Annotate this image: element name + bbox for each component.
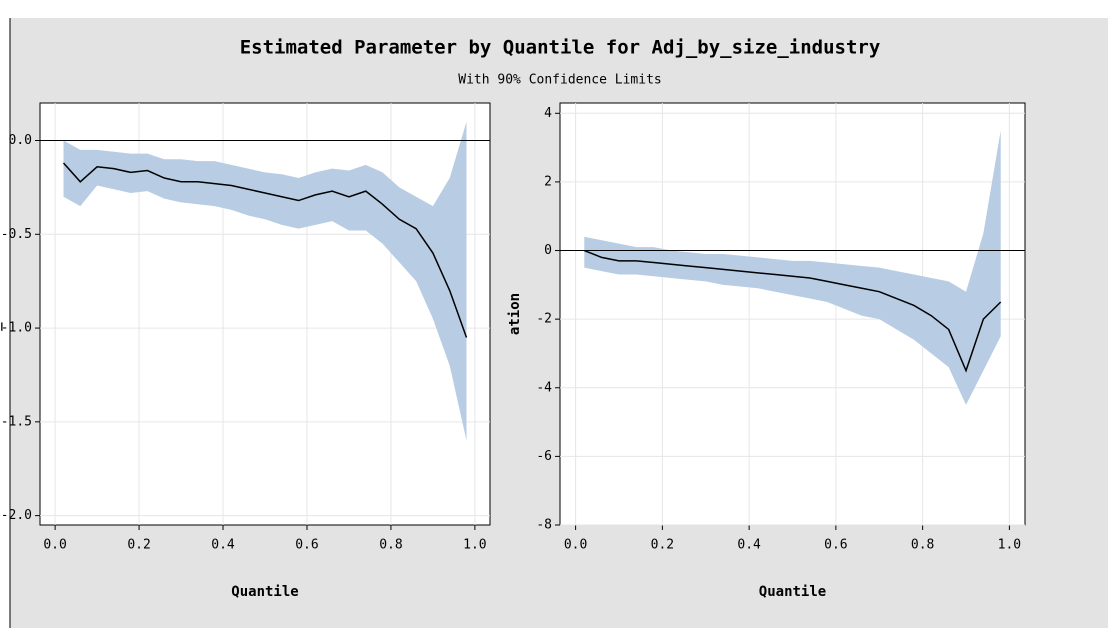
y-tick-label: -8	[536, 518, 552, 533]
x-tick-label: 0.4	[211, 538, 235, 553]
y-axis-label: ation	[507, 293, 523, 335]
x-tick-label: 0.6	[824, 538, 847, 553]
x-tick-label: 0.8	[911, 538, 934, 553]
chart-title: Estimated Parameter by Quantile for Adj_…	[240, 37, 881, 59]
page: {"title": "Estimated Parameter by Quanti…	[0, 0, 1108, 628]
y-tick-label: 0	[544, 243, 552, 258]
y-tick-label: -1.0	[1, 321, 32, 336]
y-tick-label: -1.5	[1, 414, 32, 429]
x-tick-label: 1.0	[463, 538, 486, 553]
x-tick-label: 0.6	[295, 538, 318, 553]
x-tick-label: 0.0	[43, 538, 66, 553]
y-tick-label: 2	[544, 174, 552, 189]
y-tick-label: -2	[536, 312, 552, 327]
x-tick-label: 1.0	[998, 538, 1021, 553]
x-tick-label: 0.0	[564, 538, 587, 553]
y-tick-label: -4	[536, 380, 552, 395]
x-tick-label: 0.2	[127, 538, 150, 553]
y-tick-label: -2.0	[1, 508, 32, 523]
x-axis-label: Quantile	[231, 584, 298, 600]
chart: Estimated Parameter by Quantile for Adj_…	[0, 0, 1108, 628]
x-axis-label: Quantile	[759, 584, 826, 600]
y-tick-label: 0.0	[9, 133, 32, 148]
x-tick-label: 0.2	[651, 538, 674, 553]
y-tick-label: -6	[536, 449, 552, 464]
x-tick-label: 0.8	[379, 538, 402, 553]
y-tick-label: 4	[544, 106, 552, 121]
y-tick-label: -0.5	[1, 227, 32, 242]
chart-subtitle: With 90% Confidence Limits	[458, 73, 662, 88]
x-tick-label: 0.4	[737, 538, 761, 553]
y-axis-label: le_ratio	[0, 280, 3, 347]
